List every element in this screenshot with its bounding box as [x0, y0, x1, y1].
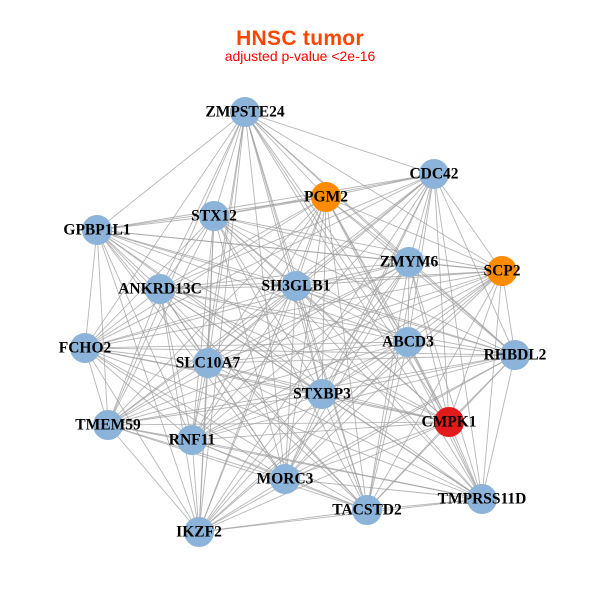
svg-text:RHBDL2: RHBDL2 [484, 347, 547, 364]
svg-text:STXBP3: STXBP3 [293, 386, 351, 403]
svg-text:STX12: STX12 [191, 208, 237, 225]
svg-text:TMEM59: TMEM59 [75, 417, 141, 434]
svg-text:FCHO2: FCHO2 [59, 340, 112, 357]
svg-text:IKZF2: IKZF2 [176, 524, 222, 541]
svg-text:ANKRD13C: ANKRD13C [118, 281, 202, 298]
svg-text:SLC10A7: SLC10A7 [176, 355, 241, 372]
svg-text:ZMPSTE24: ZMPSTE24 [205, 104, 284, 121]
svg-text:ZMYM6: ZMYM6 [380, 254, 439, 271]
svg-text:CMPK1: CMPK1 [421, 414, 476, 431]
svg-text:GPBP1L1: GPBP1L1 [63, 222, 130, 239]
svg-text:PGM2: PGM2 [304, 189, 348, 206]
svg-text:SCP2: SCP2 [483, 263, 520, 280]
svg-text:TMPRSS11D: TMPRSS11D [438, 491, 527, 508]
svg-text:CDC42: CDC42 [409, 166, 458, 183]
svg-text:SH3GLB1: SH3GLB1 [262, 278, 331, 295]
svg-text:TACSTD2: TACSTD2 [332, 502, 402, 519]
svg-text:RNF11: RNF11 [169, 432, 216, 449]
svg-text:ABCD3: ABCD3 [382, 334, 434, 351]
svg-text:MORC3: MORC3 [257, 471, 314, 488]
